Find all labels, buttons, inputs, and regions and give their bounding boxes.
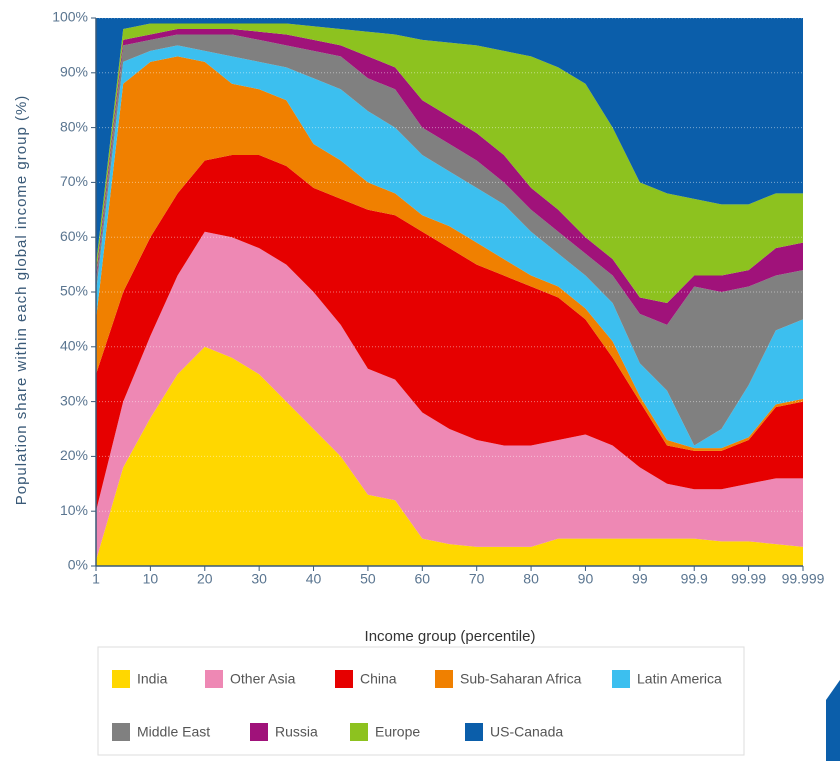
legend-swatch	[205, 670, 223, 688]
x-tick-label: 99.999	[782, 571, 825, 587]
y-tick-label: 20%	[60, 447, 88, 463]
x-tick-label: 99.9	[681, 571, 708, 587]
legend-label: Russia	[275, 724, 318, 740]
legend-swatch	[465, 723, 483, 741]
x-tick-label: 99	[632, 571, 648, 587]
legend-label: Sub-Saharan Africa	[460, 671, 582, 687]
y-tick-label: 60%	[60, 228, 88, 244]
decoration	[826, 680, 840, 761]
y-tick-label: 0%	[68, 557, 88, 573]
plot-area	[96, 18, 803, 566]
legend-label: Latin America	[637, 671, 722, 687]
x-tick-label: 60	[415, 571, 431, 587]
x-tick-label: 30	[251, 571, 267, 587]
legend-swatch	[612, 670, 630, 688]
x-tick-label: 40	[306, 571, 322, 587]
x-tick-label: 20	[197, 571, 213, 587]
legend-swatch	[335, 670, 353, 688]
x-tick-label: 50	[360, 571, 376, 587]
area	[96, 155, 803, 512]
x-tick-label: 80	[523, 571, 539, 587]
y-tick-label: 10%	[60, 502, 88, 518]
legend-label: US-Canada	[490, 724, 563, 740]
y-tick-label: 40%	[60, 338, 88, 354]
x-tick-label: 99.99	[731, 571, 766, 587]
area	[96, 346, 803, 566]
x-tick-label: 1	[92, 571, 100, 587]
y-tick-label: 90%	[60, 64, 88, 80]
x-tick-label: 90	[578, 571, 594, 587]
y-tick-label: 70%	[60, 173, 88, 189]
area	[96, 23, 803, 303]
y-tick-label: 50%	[60, 283, 88, 299]
area	[96, 231, 803, 561]
legend-label: China	[360, 671, 397, 687]
area	[96, 56, 803, 451]
legend-swatch	[112, 723, 130, 741]
legend-swatch	[112, 670, 130, 688]
y-tick-label: 80%	[60, 118, 88, 134]
y-tick-label: 30%	[60, 392, 88, 408]
legend-label: Other Asia	[230, 671, 296, 687]
y-tick-label: 100%	[52, 9, 88, 25]
area	[96, 18, 803, 265]
legend-swatch	[350, 723, 368, 741]
x-axis-label: Income group (percentile)	[365, 628, 536, 645]
area	[96, 34, 803, 446]
area	[96, 45, 803, 449]
x-tick-label: 70	[469, 571, 485, 587]
legend-swatch	[435, 670, 453, 688]
legend-label: India	[137, 671, 168, 687]
x-tick-label: 10	[143, 571, 159, 587]
y-axis-label: Population share within each global inco…	[13, 95, 30, 506]
legend-box	[97, 646, 745, 756]
legend-label: Middle East	[137, 724, 210, 740]
legend-swatch	[250, 723, 268, 741]
legend-label: Europe	[375, 724, 420, 740]
